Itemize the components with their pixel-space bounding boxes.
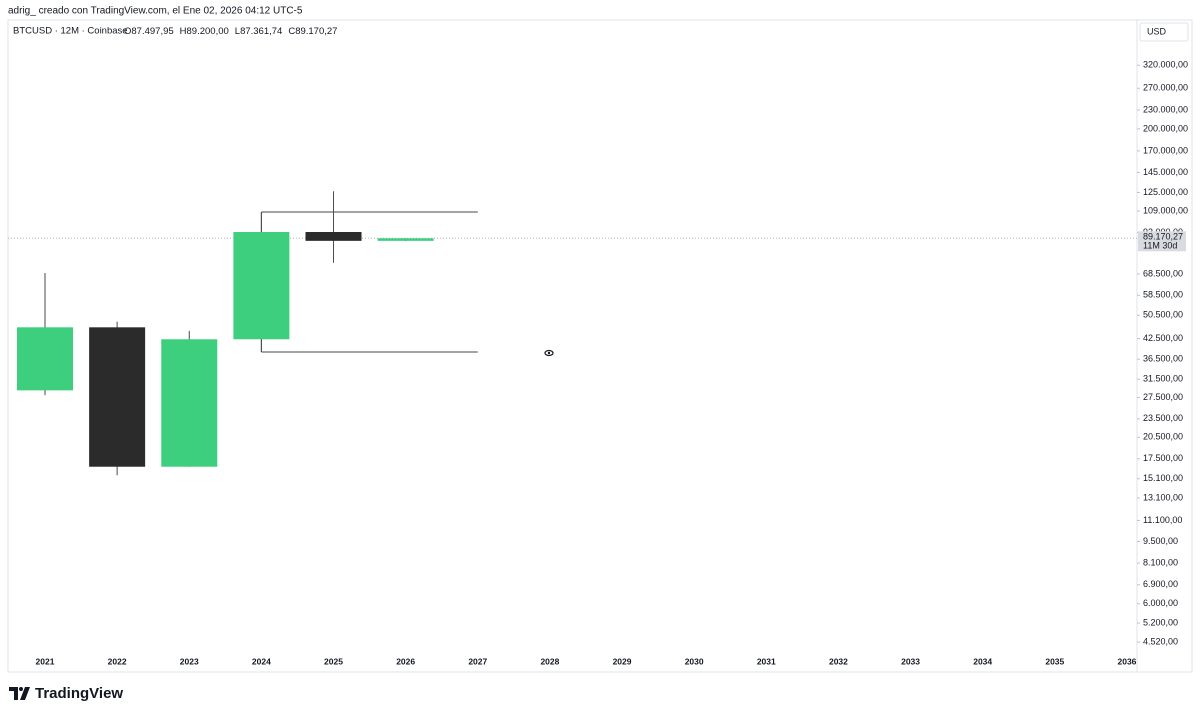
y-tick-label: 109.000,00 [1143, 205, 1188, 215]
eye-icon[interactable] [544, 349, 554, 357]
y-tick-label: 68.500,00 [1143, 268, 1183, 278]
last-price-label: 89.170,27 [1143, 232, 1183, 242]
y-tick-label: 27.500,00 [1143, 392, 1183, 402]
x-tick-label: 2023 [180, 656, 199, 666]
y-tick-label: 8.100,00 [1143, 557, 1178, 567]
y-tick-label: 17.500,00 [1143, 453, 1183, 463]
countdown: 11M 30d [1143, 241, 1177, 251]
ohlc-header: O87.497,95 H89.200,00 L87.361,74 C89.170,27 [124, 26, 337, 37]
y-tick-label: 9.500,00 [1143, 536, 1178, 546]
y-tick-label: 170.000,00 [1143, 145, 1188, 155]
y-tick-label: 200.000,00 [1143, 123, 1188, 133]
y-tick-label: 23.500,00 [1143, 413, 1183, 423]
candle-body [233, 232, 290, 340]
x-tick-label: 2025 [324, 656, 343, 666]
x-tick-label: 2027 [468, 656, 487, 666]
candle-body [305, 232, 362, 241]
y-tick-label: 31.500,00 [1143, 374, 1183, 384]
candle-body [17, 327, 73, 391]
chart-frame [7, 19, 1193, 673]
brand-logo [9, 687, 30, 700]
x-tick-label: 2021 [36, 656, 55, 666]
y-tick-label: 11.100,00 [1143, 515, 1182, 525]
x-tick-label: 2028 [540, 656, 559, 666]
x-tick-label: 2031 [757, 656, 776, 666]
ohlc-value: O87.497,95 [124, 26, 174, 37]
currency[interactable]: USD [1147, 26, 1167, 36]
x-tick-label: 2033 [901, 656, 920, 666]
x-tick-label: 2029 [613, 656, 632, 666]
x-tick-label: 2022 [108, 656, 127, 666]
y-tick-label: 270.000,00 [1143, 83, 1188, 93]
x-tick-label: 2026 [396, 656, 415, 666]
y-tick-label: 6.900,00 [1143, 579, 1178, 589]
x-tick-label: 2036 [1117, 656, 1136, 666]
y-tick-label: 58.500,00 [1143, 290, 1183, 300]
ohlc-value: H89.200,00 [180, 26, 229, 37]
x-tick-label: 2035 [1045, 656, 1064, 666]
y-tick-label: 20.500,00 [1143, 432, 1183, 442]
candle-body [161, 339, 218, 467]
y-tick-label: 145.000,00 [1143, 167, 1188, 177]
x-tick-label: 2030 [685, 656, 704, 666]
y-tick-label: 125.000,00 [1143, 187, 1188, 197]
symbol: BTCUSD · 12M · Coinbase [13, 26, 128, 37]
x-tick-label: 2024 [252, 656, 271, 666]
y-tick-label: 320.000,00 [1143, 60, 1188, 70]
y-tick-label: 5.200,00 [1143, 617, 1178, 627]
candle-body [377, 238, 434, 241]
y-tick-label: 50.500,00 [1143, 310, 1183, 320]
ohlc-value: C89.170,27 [288, 26, 337, 37]
candle-body [89, 327, 146, 467]
y-tick-label: 4.520,00 [1143, 636, 1178, 646]
x-tick-label: 2034 [973, 656, 992, 666]
y-tick-label: 6.000,00 [1143, 598, 1178, 608]
y-tick-label: 15.100,00 [1143, 473, 1183, 483]
y-tick-label: 36.500,00 [1143, 354, 1183, 364]
y-tick-label: 13.100,00 [1143, 492, 1183, 502]
currency-box[interactable] [1139, 22, 1189, 42]
ohlc-value: L87.361,74 [235, 26, 283, 37]
attribution: adrig_ creado con TradingView.com, el En… [8, 6, 303, 17]
y-tick-label: 230.000,00 [1143, 104, 1188, 114]
y-tick-label: 42.500,00 [1143, 333, 1183, 343]
x-tick-label: 2032 [829, 656, 848, 666]
brand: TradingView [35, 685, 123, 702]
last-price-box [1138, 231, 1186, 252]
